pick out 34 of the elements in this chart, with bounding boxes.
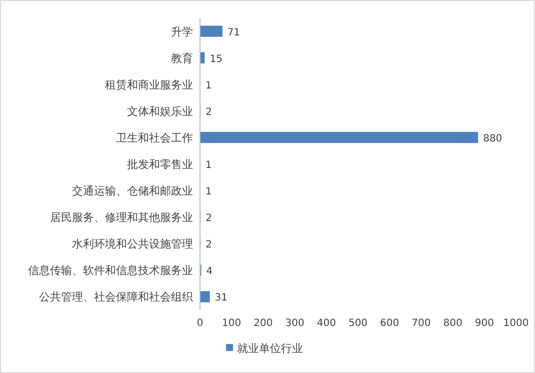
data-label: 2 — [206, 240, 212, 251]
x-tick-label: 1000 — [503, 318, 529, 329]
y-tick-label: 卫生和社会工作 — [116, 131, 193, 144]
data-label: 4 — [206, 266, 213, 278]
y-tick-label: 文体和娱乐业 — [127, 104, 193, 118]
x-tick-label: 600 — [380, 318, 400, 329]
y-tick-label: 租赁和商业服务业 — [105, 78, 193, 92]
x-tick-label: 100 — [222, 318, 242, 329]
data-label: 1 — [205, 186, 212, 198]
x-tick-label: 900 — [474, 318, 494, 329]
data-label: 2 — [206, 106, 212, 118]
y-tick-label: 居民服务、修理和其他服务业 — [50, 211, 193, 224]
x-tick-label: 700 — [412, 318, 431, 329]
x-tick-label: 500 — [348, 318, 368, 329]
y-tick-label: 教育 — [171, 52, 193, 65]
data-label: 1 — [205, 160, 212, 171]
x-tick-label: 400 — [316, 318, 336, 329]
data-label: 31 — [214, 292, 228, 304]
x-tick-label: 300 — [285, 318, 304, 329]
y-tick-label: 升学 — [171, 25, 193, 38]
x-tick-label: 800 — [443, 318, 462, 329]
data-label: 71 — [227, 27, 240, 38]
data-label: 880 — [483, 133, 502, 144]
y-tick-label: 水利环境和公共设施管理 — [72, 238, 193, 251]
data-label: 1 — [205, 80, 212, 92]
y-tick-label: 批发和零售业 — [127, 158, 193, 171]
y-tick-label: 信息传输、软件和信息技术服务业 — [28, 264, 193, 278]
x-tick-label: 200 — [254, 318, 273, 329]
data-label: 15 — [210, 54, 222, 65]
legend-label: 就业单位行业 — [237, 342, 303, 355]
y-tick-label: 公共管理、社会保障和社会组织 — [39, 290, 193, 304]
x-tick-label: 0 — [196, 318, 204, 329]
data-label: 2 — [206, 213, 212, 224]
y-tick-label: 交通运输、仓储和邮政业 — [72, 184, 193, 198]
